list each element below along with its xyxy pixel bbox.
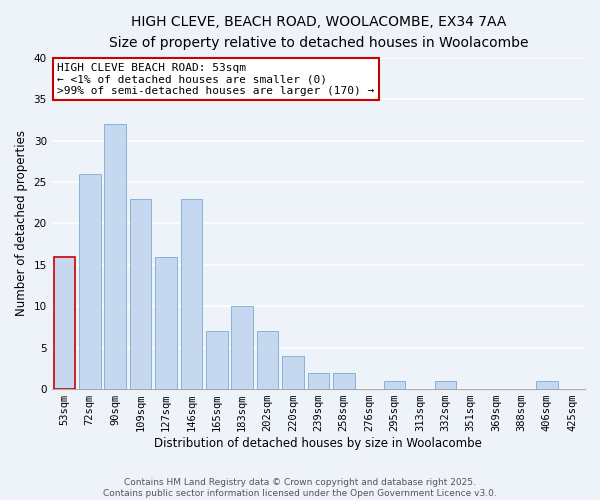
Bar [257, 331, 278, 389]
Y-axis label: Number of detached properties: Number of detached properties [15, 130, 28, 316]
Bar [282, 356, 304, 389]
Bar [206, 331, 227, 389]
X-axis label: Distribution of detached houses by size in Woolacombe: Distribution of detached houses by size … [154, 437, 482, 450]
Bar [79, 174, 101, 389]
Bar [333, 372, 355, 389]
Bar [181, 198, 202, 389]
Title: HIGH CLEVE, BEACH ROAD, WOOLACOMBE, EX34 7AA
Size of property relative to detach: HIGH CLEVE, BEACH ROAD, WOOLACOMBE, EX34… [109, 15, 528, 50]
Text: Contains HM Land Registry data © Crown copyright and database right 2025.
Contai: Contains HM Land Registry data © Crown c… [103, 478, 497, 498]
Bar [130, 198, 151, 389]
Bar [232, 306, 253, 389]
Bar [536, 381, 557, 389]
Text: HIGH CLEVE BEACH ROAD: 53sqm
← <1% of detached houses are smaller (0)
>99% of se: HIGH CLEVE BEACH ROAD: 53sqm ← <1% of de… [57, 62, 374, 96]
Bar [384, 381, 406, 389]
Bar [434, 381, 456, 389]
Bar [53, 256, 75, 389]
Bar [155, 256, 177, 389]
Bar [308, 372, 329, 389]
Bar [104, 124, 126, 389]
